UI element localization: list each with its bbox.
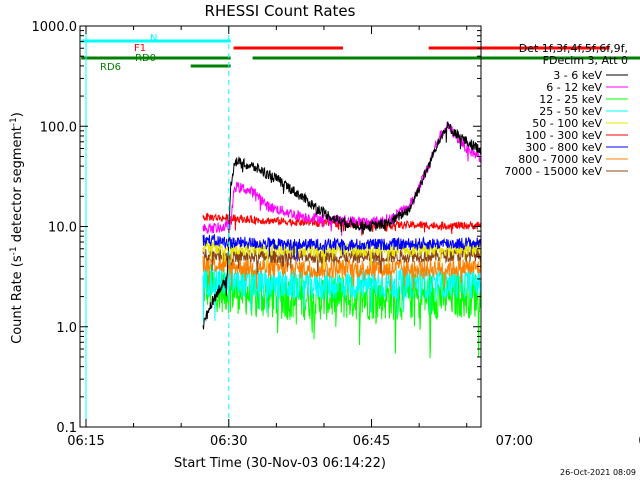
y-axis-label-suffix: detector segment bbox=[10, 126, 25, 246]
y-tick-label-0: 0.1 bbox=[56, 421, 77, 436]
series-line-3 bbox=[202, 248, 481, 275]
series-line-6 bbox=[202, 212, 481, 236]
y-axis-label-superscript: -1 bbox=[9, 246, 19, 255]
y-tick-label-4: 1000.0 bbox=[32, 20, 78, 35]
y-axis: 0.1 1.0 10.0 100.0 1000.0 bbox=[32, 20, 481, 436]
series-line-5 bbox=[202, 233, 481, 262]
legend-entry-label-8: 7000 - 15000 keV bbox=[504, 165, 602, 178]
chart-title: RHESSI Count Rates bbox=[205, 2, 356, 20]
legend-header-line-2: FDecim 3, Att 0 bbox=[543, 54, 628, 67]
x-tick-label-1: 06:30 bbox=[210, 434, 247, 449]
band-label-0: N bbox=[150, 33, 157, 44]
series-layer bbox=[202, 121, 481, 359]
band-label-3: RD6 bbox=[100, 62, 121, 73]
y-axis-label-prefix: Count Rate (s bbox=[10, 255, 25, 344]
series-line-7 bbox=[202, 122, 481, 236]
legend-header-line-1: Det 1f,3f,4f,5f,6f,9f, bbox=[519, 42, 628, 55]
series-line-1 bbox=[202, 266, 481, 323]
x-tick-label-2: 06:45 bbox=[353, 434, 390, 449]
band-label-2: RD0 bbox=[135, 53, 156, 64]
band-label-1: F1 bbox=[134, 43, 146, 54]
legend-entry-label-3: 25 - 50 keV bbox=[539, 105, 602, 118]
y-axis-label-close: ) bbox=[10, 112, 25, 117]
series-line-0 bbox=[202, 264, 481, 359]
legend-entry-label-1: 6 - 12 keV bbox=[546, 81, 602, 94]
legend-entry-label-0: 3 - 6 keV bbox=[553, 69, 602, 82]
y-axis-label-suffix-superscript: -1 bbox=[9, 117, 19, 126]
series-line-8 bbox=[202, 121, 481, 330]
legend-entry-label-7: 800 - 7000 keV bbox=[518, 153, 602, 166]
footer-date: 26-Oct-2021 08:09 bbox=[560, 468, 636, 477]
legend-entry-label-6: 300 - 800 keV bbox=[525, 141, 602, 154]
legend: Det 1f,3f,4f,5f,6f,9f, FDecim 3, Att 0 3… bbox=[504, 42, 628, 178]
legend-entry-label-2: 12 - 25 keV bbox=[539, 93, 602, 106]
y-tick-label-1: 1.0 bbox=[56, 321, 77, 336]
y-tick-label-2: 10.0 bbox=[48, 221, 77, 236]
series-line-2 bbox=[202, 255, 481, 291]
legend-entry-label-4: 50 - 100 keV bbox=[532, 117, 602, 130]
x-axis-label: Start Time (30-Nov-03 06:14:22) bbox=[174, 456, 386, 471]
x-tick-label-0: 06:15 bbox=[67, 434, 104, 449]
y-tick-label-3: 100.0 bbox=[40, 120, 77, 135]
x-tick-label-4: 07:15 bbox=[638, 434, 640, 449]
y-axis-label: Count Rate (s-1 detector segment-1) bbox=[9, 112, 25, 344]
x-tick-label-3: 07:00 bbox=[496, 434, 533, 449]
legend-entry-label-5: 100 - 300 keV bbox=[525, 129, 602, 142]
